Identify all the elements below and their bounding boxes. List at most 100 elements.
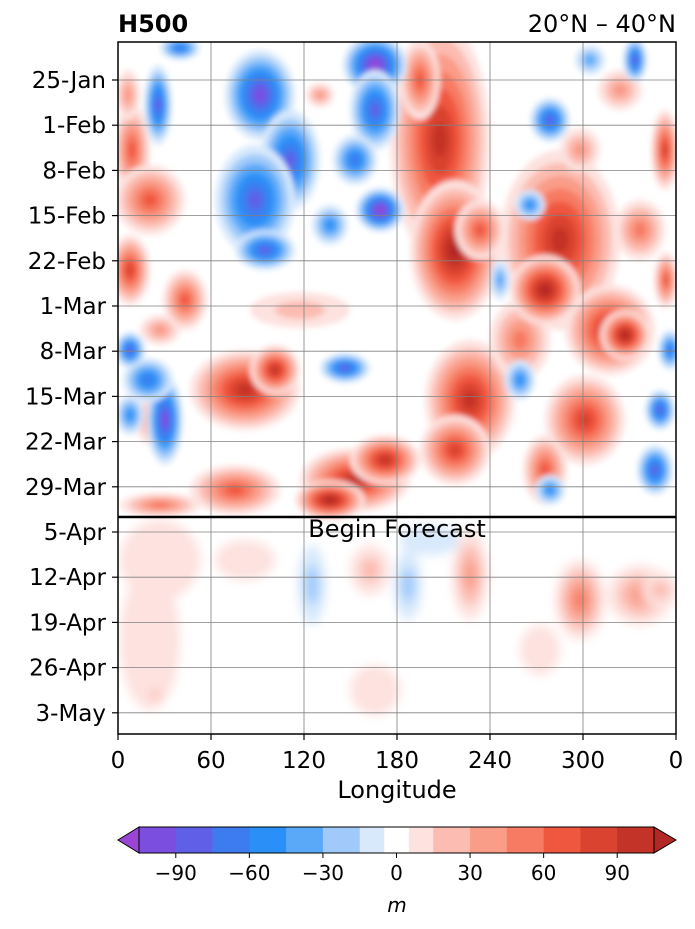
colorbar-bin	[212, 827, 250, 853]
colorbar-bin	[384, 827, 410, 853]
negative-anomaly	[118, 332, 145, 368]
hovmoller-field	[118, 42, 676, 715]
colorbar-tick-label: 0	[390, 861, 403, 885]
positive-anomaly	[306, 83, 334, 107]
positive-anomaly	[118, 70, 140, 120]
negative-anomaly	[320, 353, 370, 383]
positive-anomaly	[455, 200, 505, 260]
y-tick-label: 15-Feb	[28, 204, 106, 230]
colorbar-tick-label: −60	[228, 861, 270, 885]
forecast-negative-anomaly	[394, 550, 422, 620]
colorbar-bin	[359, 827, 385, 853]
colorbar-bin	[580, 827, 618, 853]
forecast-positive-anomaly	[520, 625, 560, 675]
colorbar-tick-label: 90	[604, 861, 629, 885]
y-tick-label: 1-Mar	[40, 294, 107, 320]
colorbar-tick-label: −90	[155, 861, 197, 885]
positive-anomaly	[120, 493, 200, 517]
positive-anomaly	[420, 415, 490, 485]
negative-anomaly	[623, 42, 647, 82]
negative-anomaly	[118, 395, 144, 435]
positive-anomaly	[250, 345, 300, 395]
negative-anomaly	[530, 98, 570, 142]
y-axis: 25-Jan 1-Feb 8-Feb 15-Feb 22-Feb 1-Mar 8-Mar 15…	[25, 68, 118, 727]
forecast-positive-anomaly	[350, 665, 400, 715]
y-tick-label: 22-Feb	[28, 249, 106, 275]
chart-region-label: 20°N – 40°N	[528, 10, 676, 38]
y-tick-label: 8-Feb	[42, 158, 106, 184]
forecast-negative-anomaly	[400, 525, 460, 555]
colorbar: −90 −60 −30 0 30 60 90	[117, 826, 677, 885]
negative-anomaly	[144, 65, 172, 145]
chart-title: H500	[118, 10, 188, 38]
negative-anomaly	[645, 390, 675, 430]
negative-anomaly	[235, 230, 295, 270]
negative-anomaly	[123, 358, 173, 402]
forecast-positive-anomaly	[452, 530, 488, 620]
negative-anomaly	[490, 260, 510, 300]
x-axis: 0 60 120 180 240 300 0	[111, 734, 684, 774]
grid-lines	[118, 42, 676, 734]
y-tick-label: 22-Mar	[25, 430, 107, 456]
positive-anomaly	[615, 200, 665, 260]
negative-anomaly	[515, 190, 545, 220]
colorbar-bin	[139, 827, 177, 853]
negative-anomaly	[350, 70, 400, 150]
negative-anomaly	[333, 135, 377, 185]
y-tick-label: 8-Mar	[40, 339, 107, 365]
colorbar-bin	[286, 827, 324, 853]
colorbar-tick-label: −30	[302, 861, 344, 885]
y-tick-label: 3-May	[36, 701, 106, 727]
negative-anomaly	[535, 475, 565, 505]
colorbar-bin	[617, 827, 655, 853]
y-tick-label: 1-Feb	[42, 113, 106, 139]
positive-anomaly	[118, 165, 185, 235]
negative-anomaly	[312, 205, 348, 245]
x-tick-label: 0	[669, 748, 684, 774]
forecast-negative-anomaly	[298, 545, 326, 625]
positive-anomaly	[545, 375, 625, 465]
y-tick-label: 19-Apr	[29, 610, 106, 636]
forecast-positive-anomaly	[350, 545, 390, 595]
y-tick-label: 29-Mar	[25, 475, 107, 501]
negative-anomaly	[215, 145, 295, 255]
colorbar-bin	[408, 827, 434, 853]
forecast-label: Begin Forecast	[308, 515, 486, 543]
colorbar-bin	[249, 827, 287, 853]
negative-anomaly	[505, 360, 535, 400]
negative-anomaly	[147, 375, 183, 465]
positive-anomaly	[651, 110, 676, 190]
x-tick-label: 300	[561, 748, 605, 774]
y-tick-label: 12-Apr	[29, 565, 106, 591]
positive-anomaly	[510, 255, 580, 325]
x-tick-label: 60	[196, 748, 225, 774]
positive-anomaly	[118, 235, 150, 305]
negative-anomaly	[356, 188, 404, 232]
x-tick-label: 180	[375, 748, 419, 774]
plot-area: Begin Forecast	[117, 41, 677, 735]
negative-anomaly	[160, 42, 200, 60]
positive-anomaly	[350, 435, 420, 485]
positive-anomaly	[560, 128, 600, 172]
positive-anomaly	[654, 252, 676, 308]
colorbar-tick-label: 60	[531, 861, 556, 885]
forecast-positive-anomaly	[555, 560, 605, 640]
forecast-positive-anomaly	[147, 683, 163, 707]
colorbar-bin	[506, 827, 544, 853]
x-axis-label: Longitude	[337, 776, 456, 804]
forecast-positive-anomaly	[215, 540, 275, 580]
colorbar-tick-label: 30	[457, 861, 482, 885]
colorbar-extend-min	[117, 826, 140, 854]
forecast-positive-anomaly	[120, 570, 180, 710]
y-tick-label: 15-Mar	[25, 384, 107, 410]
positive-anomaly	[250, 292, 350, 328]
forecast-positive-anomaly	[642, 572, 676, 608]
x-tick-label: 0	[111, 748, 126, 774]
negative-anomaly	[658, 330, 676, 370]
y-tick-label: 5-Apr	[44, 520, 107, 546]
y-tick-label: 26-Apr	[29, 656, 106, 682]
negative-anomaly	[575, 45, 605, 75]
positive-anomaly	[190, 465, 280, 515]
positive-anomaly	[600, 310, 650, 360]
